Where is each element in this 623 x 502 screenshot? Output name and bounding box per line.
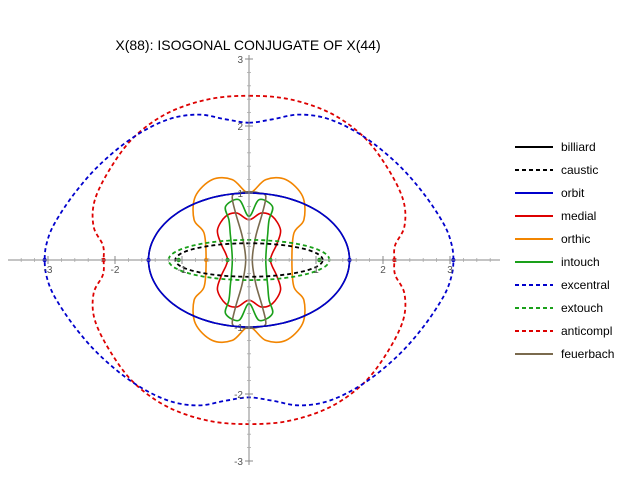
y-tick-label: -2 bbox=[234, 390, 243, 401]
x-tick-label: -2 bbox=[111, 265, 120, 276]
legend-label-orthic: orthic bbox=[561, 232, 590, 246]
x-tick-label: -3 bbox=[44, 265, 53, 276]
legend-label-caustic: caustic bbox=[561, 163, 598, 177]
legend-label-anticompl: anticompl bbox=[561, 324, 612, 338]
series-extouch bbox=[167, 239, 331, 281]
x-tick-label: -1 bbox=[178, 265, 187, 276]
legend-label-intouch: intouch bbox=[561, 255, 600, 269]
legend-label-orbit: orbit bbox=[561, 186, 585, 200]
legend-label-medial: medial bbox=[561, 209, 596, 223]
x-tick-label: 3 bbox=[447, 265, 453, 276]
legend: billiard caustic orbit medial orthic intouch e… bbox=[515, 140, 614, 361]
chart-title: X(88): ISOGONAL CONJUGATE OF X(44) bbox=[115, 37, 380, 53]
x-tick-label: 1 bbox=[313, 265, 319, 276]
y-tick-label: -3 bbox=[234, 457, 243, 468]
y-tick-label: 2 bbox=[237, 122, 243, 133]
legend-label-feuerbach: feuerbach bbox=[561, 347, 614, 361]
y-tick-label: 1 bbox=[237, 189, 243, 200]
y-tick-label: -1 bbox=[234, 323, 243, 334]
legend-label-excentral: excentral bbox=[561, 278, 610, 292]
legend-label-extouch: extouch bbox=[561, 301, 603, 315]
y-tick-label: 3 bbox=[237, 55, 243, 66]
x-tick-label: 2 bbox=[380, 265, 386, 276]
axes: -3 -2 -1 1 2 3 -3 -2 -1 1 2 3 bbox=[8, 55, 500, 468]
legend-label-billiard: billiard bbox=[561, 140, 596, 154]
